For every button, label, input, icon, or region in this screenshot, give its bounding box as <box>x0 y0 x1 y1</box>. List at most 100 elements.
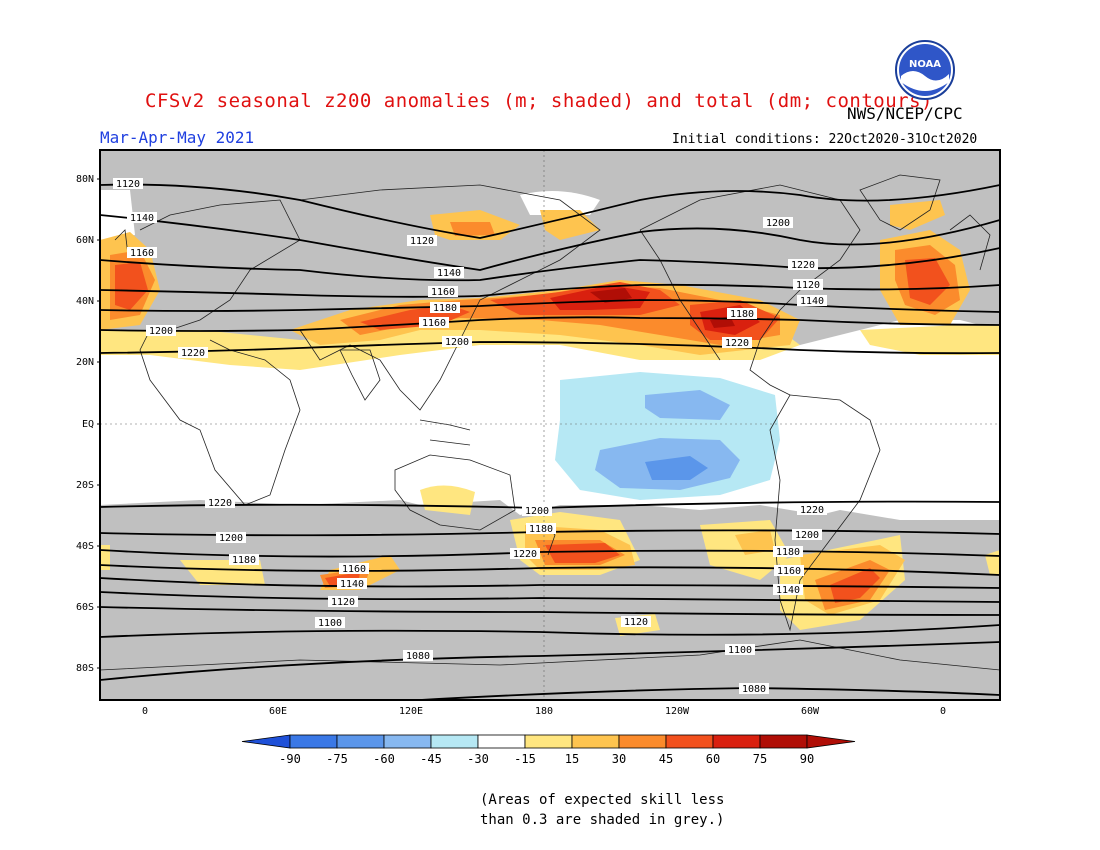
contour-label-bg <box>205 497 235 508</box>
contour-label-bg <box>442 336 472 347</box>
contour-label: 1160 <box>422 318 446 329</box>
contour-labels: 1120 1140 1160 1120 1140 1160 1180 1200 1220 1120… <box>113 178 827 695</box>
colorbar-segment <box>712 734 761 749</box>
colorbar-label: -15 <box>514 752 536 766</box>
colorbar-label: -30 <box>467 752 489 766</box>
lat-label: 40N <box>76 296 94 307</box>
contour-label: 1080 <box>742 684 766 695</box>
colorbar-label: -75 <box>326 752 348 766</box>
contour-label: 1160 <box>342 564 366 575</box>
contour-label: 1140 <box>437 268 461 279</box>
lon-label: 0 <box>142 706 148 717</box>
colorbar-segment <box>571 734 620 749</box>
colorbar-arrow-right <box>806 734 856 749</box>
colorbar-label: 30 <box>612 752 626 766</box>
contour-label-bg <box>774 565 804 576</box>
contour-label: 1180 <box>776 547 800 558</box>
colorbar-label: 45 <box>659 752 673 766</box>
contour-label: 1180 <box>529 524 553 535</box>
contour-label-bg <box>127 247 157 258</box>
contour-label-bg <box>430 302 460 313</box>
contour-label-bg <box>725 644 755 655</box>
contour-label-bg <box>113 178 143 189</box>
contour-label-bg <box>339 563 369 574</box>
lon-label: 60E <box>269 706 287 717</box>
contour-label: 1200 <box>219 533 243 544</box>
contour-label: 1200 <box>149 326 173 337</box>
skill-areas-north <box>100 190 600 240</box>
contour-label-bg <box>428 286 458 297</box>
contour-label-bg <box>727 308 757 319</box>
contour-label: 1100 <box>728 645 752 656</box>
colorbar-segment <box>524 734 573 749</box>
height-contours <box>100 183 1000 700</box>
contour-label-bg <box>773 546 803 557</box>
contour-label-bg <box>763 217 793 228</box>
coastlines <box>100 174 1000 671</box>
contour-label: 1080 <box>406 651 430 662</box>
contour-label: 1120 <box>331 597 355 608</box>
lat-label: 60S <box>76 602 94 613</box>
colorbar-label: 90 <box>800 752 814 766</box>
contour-label: 1120 <box>796 280 820 291</box>
contour-label-bg <box>216 532 246 543</box>
contour-label-bg <box>739 683 769 694</box>
lat-label: 80S <box>76 663 94 674</box>
contour-label-bg <box>328 596 358 607</box>
contour-label-bg <box>526 523 556 534</box>
colorbar-segment <box>289 734 338 749</box>
colorbar-segment <box>618 734 667 749</box>
contour-label: 1160 <box>431 287 455 298</box>
noaa-logo-icon: NOAA <box>895 40 955 100</box>
agency-label: NWS/NCEP/CPC <box>847 104 963 123</box>
colorbar-segment <box>336 734 385 749</box>
lon-label: 60W <box>801 706 820 717</box>
colorbar-segment <box>759 734 808 749</box>
footnote-line-1: (Areas of expected skill less <box>480 792 725 808</box>
colorbar-label: 60 <box>706 752 720 766</box>
lon-label: 180 <box>535 706 553 717</box>
lat-label: 80N <box>76 174 94 185</box>
lat-label: 60N <box>76 235 94 246</box>
contour-label: 1140 <box>130 213 154 224</box>
contour-label-bg <box>419 317 449 328</box>
longitude-labels: 0 60E 120E 180 120W 60W 0 <box>142 706 946 717</box>
contour-label: 1200 <box>525 506 549 517</box>
contour-label: 1100 <box>318 618 342 629</box>
contour-label: 1140 <box>776 585 800 596</box>
logo-text: NOAA <box>909 59 941 70</box>
contour-label: 1220 <box>208 498 232 509</box>
colorbar-segment <box>383 734 432 749</box>
contour-label: 1180 <box>730 309 754 320</box>
colorbar-label: -60 <box>373 752 395 766</box>
colorbar-label: 15 <box>565 752 579 766</box>
contour-label-bg <box>127 212 157 223</box>
contour-label: 1160 <box>777 566 801 577</box>
contour-label: 1220 <box>800 505 824 516</box>
grid-lines <box>100 150 1000 700</box>
contour-label-bg <box>229 554 259 565</box>
contour-label: 1180 <box>232 555 256 566</box>
contour-label: 1180 <box>433 303 457 314</box>
negative-anomalies <box>555 372 780 500</box>
latitude-labels: 80N 60N 40N 20N EQ 20S 40S 60S 80S <box>76 174 100 674</box>
contour-label-bg <box>337 578 367 589</box>
colorbar-label: -45 <box>420 752 442 766</box>
contour-label-bg <box>146 325 176 336</box>
contour-label-bg <box>315 617 345 628</box>
contour-label-bg <box>178 347 208 358</box>
chart-title: CFSv2 seasonal z200 anomalies (m; shaded… <box>145 90 933 112</box>
contour-label: 1120 <box>410 236 434 247</box>
lon-label: 120E <box>399 706 423 717</box>
colorbar-segment <box>665 734 714 749</box>
contour-label-bg <box>793 279 823 290</box>
contour-label: 1140 <box>340 579 364 590</box>
contour-label: 1220 <box>513 549 537 560</box>
contour-label-bg <box>522 505 552 516</box>
lon-label: 0 <box>940 706 946 717</box>
contour-label-bg <box>773 584 803 595</box>
contour-label-bg <box>510 548 540 559</box>
initial-conditions: Initial conditions: 22Oct2020-31Oct2020 <box>672 132 978 147</box>
colorbar-segment <box>477 734 526 749</box>
